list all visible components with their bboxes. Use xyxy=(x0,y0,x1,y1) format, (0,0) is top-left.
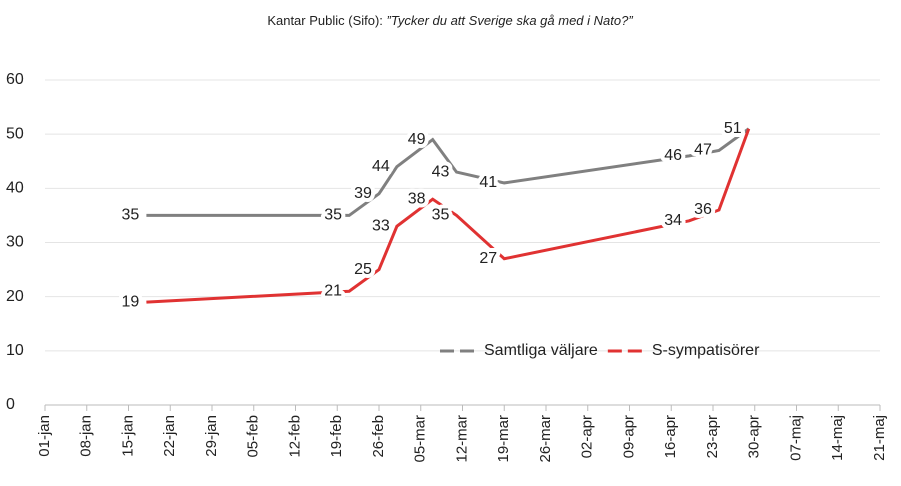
data-label: 25 xyxy=(354,261,372,278)
data-label: 36 xyxy=(694,201,712,218)
data-label: 51 xyxy=(724,120,742,137)
chart-subtitle: ”Tycker du att Sverige ska gå med i Nato… xyxy=(387,13,634,28)
y-tick-label: 50 xyxy=(6,125,24,142)
data-label: 41 xyxy=(479,174,497,191)
x-tick-label: 29-jan xyxy=(203,415,220,457)
y-tick-label: 60 xyxy=(6,71,24,88)
data-label: 51 xyxy=(724,120,742,137)
series-line xyxy=(146,127,750,217)
y-tick-label: 10 xyxy=(6,342,24,359)
x-tick-label: 05-feb xyxy=(245,415,262,458)
x-tick-label: 05-mar xyxy=(412,415,429,463)
x-tick-label: 26-feb xyxy=(370,415,387,458)
data-label: 27 xyxy=(479,250,497,267)
x-tick-label: 02-apr xyxy=(579,415,596,458)
x-tick-label: 19-feb xyxy=(328,415,345,458)
y-tick-label: 0 xyxy=(6,396,15,413)
data-label: 35 xyxy=(432,207,450,224)
x-tick-label: 26-mar xyxy=(537,415,554,463)
data-label: 47 xyxy=(694,142,712,159)
data-label: 43 xyxy=(432,163,450,180)
x-tick-label: 01-jan xyxy=(36,415,53,457)
x-tick-label: 16-apr xyxy=(662,415,679,458)
data-label: 44 xyxy=(372,158,390,175)
legend-label: Samtliga väljare xyxy=(484,342,598,359)
data-label: 21 xyxy=(324,282,342,299)
series-line xyxy=(146,128,751,304)
legend-label: S-sympatisörer xyxy=(652,342,760,359)
y-tick-label: 20 xyxy=(6,288,24,305)
data-label: 35 xyxy=(324,207,342,224)
data-label: 35 xyxy=(121,207,139,224)
x-tick-label: 09-apr xyxy=(620,415,637,458)
data-label: 46 xyxy=(664,147,682,164)
data-label: 38 xyxy=(408,190,426,207)
chart-title: Kantar Public (Sifo): xyxy=(267,13,386,28)
data-label: 33 xyxy=(372,217,390,234)
x-tick-label: 12-mar xyxy=(453,415,470,463)
x-tick-label: 15-jan xyxy=(119,415,136,457)
x-tick-label: 30-apr xyxy=(746,415,763,458)
x-tick-label: 12-feb xyxy=(286,415,303,458)
data-label: 19 xyxy=(121,293,139,310)
x-tick-label: 08-jan xyxy=(78,415,95,457)
x-tick-label: 21-maj xyxy=(871,415,888,461)
x-tick-label: 14-maj xyxy=(829,415,846,461)
chart-title-wrap: Kantar Public (Sifo): ”Tycker du att Sve… xyxy=(267,13,633,28)
x-tick-label: 23-apr xyxy=(704,415,721,458)
x-tick-label: 22-jan xyxy=(161,415,178,457)
y-tick-label: 40 xyxy=(6,180,24,197)
data-label: 34 xyxy=(664,212,682,229)
x-tick-label: 07-maj xyxy=(787,415,804,461)
data-label: 39 xyxy=(354,185,372,202)
y-tick-label: 30 xyxy=(6,234,24,251)
data-label: 49 xyxy=(408,131,426,148)
x-tick-label: 19-mar xyxy=(495,415,512,463)
